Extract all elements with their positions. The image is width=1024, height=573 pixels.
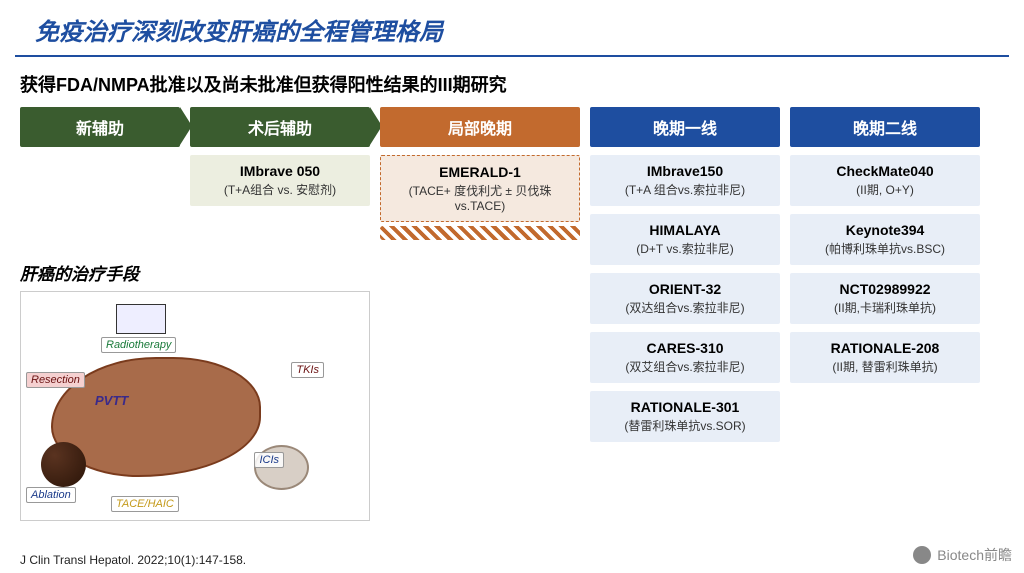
column: 晚期二线 CheckMate040 (II期, O+Y) Keynote394 (帕博利…: [790, 107, 980, 442]
study-name: NCT02989922: [796, 281, 974, 297]
treatment-section: 肝癌的治疗手段 Resection Radiotherapy TKIs PVTT…: [20, 260, 380, 521]
study-name: CheckMate040: [796, 163, 974, 179]
study-name: CARES-310: [596, 340, 774, 356]
study-desc: (II期, O+Y): [796, 181, 974, 198]
column-header: 局部晚期: [380, 107, 580, 147]
column-header: 晚期二线: [790, 107, 980, 147]
study-desc: (D+T vs.索拉非尼): [596, 240, 774, 257]
study-desc: (II期,卡瑞利珠单抗): [796, 299, 974, 316]
page-title: 免疫治疗深刻改变肝癌的全程管理格局: [35, 12, 989, 47]
watermark: Biotech前瞻: [913, 545, 1012, 565]
study-name: ORIENT-32: [596, 281, 774, 297]
tag-tace: TACE/HAIC: [111, 496, 179, 512]
study-name: IMbrave 050: [196, 163, 364, 179]
study-box: RATIONALE-208 (II期, 替雷利珠单抗): [790, 332, 980, 383]
study-box: HIMALAYA (D+T vs.索拉非尼): [590, 214, 780, 265]
study-box: CheckMate040 (II期, O+Y): [790, 155, 980, 206]
study-desc: (双达组合vs.索拉非尼): [596, 299, 774, 316]
column: 晚期一线 IMbrave150 (T+A 组合vs.索拉非尼) HIMALAYA (D+…: [590, 107, 780, 442]
tag-ablation: Ablation: [26, 487, 76, 503]
column-header: 晚期一线: [590, 107, 780, 147]
study-box: NCT02989922 (II期,卡瑞利珠单抗): [790, 273, 980, 324]
watermark-icon: [913, 546, 931, 564]
study-name: RATIONALE-301: [596, 399, 774, 415]
title-bar: 免疫治疗深刻改变肝癌的全程管理格局: [15, 0, 1009, 57]
radiotherapy-equipment: [116, 304, 166, 334]
study-name: HIMALAYA: [596, 222, 774, 238]
study-box: CARES-310 (双艾组合vs.索拉非尼): [590, 332, 780, 383]
citation: J Clin Transl Hepatol. 2022;10(1):147-15…: [20, 553, 246, 567]
study-desc: (II期, 替雷利珠单抗): [796, 358, 974, 375]
liver-diagram: Resection Radiotherapy TKIs PVTT ICIs Ab…: [20, 291, 370, 521]
study-box: RATIONALE-301 (替雷利珠单抗vs.SOR): [590, 391, 780, 442]
column: 局部晚期 EMERALD-1 (TACE+ 度伐利尤 ± 贝伐珠 vs.TACE): [380, 107, 580, 442]
study-desc: (双艾组合vs.索拉非尼): [596, 358, 774, 375]
study-desc: (T+A组合 vs. 安慰剂): [196, 181, 364, 198]
study-name: IMbrave150: [596, 163, 774, 179]
column-header: 新辅助: [20, 107, 180, 147]
study-box: ORIENT-32 (双达组合vs.索拉非尼): [590, 273, 780, 324]
study-desc: (帕博利珠单抗vs.BSC): [796, 240, 974, 257]
tag-resection: Resection: [26, 372, 85, 388]
tag-radiotherapy: Radiotherapy: [101, 337, 176, 353]
column-header: 术后辅助: [190, 107, 370, 147]
study-name: EMERALD-1: [387, 164, 573, 180]
decoration-bar: [380, 226, 580, 240]
tag-icis: ICIs: [254, 452, 284, 468]
treatment-title: 肝癌的治疗手段: [20, 260, 380, 285]
subtitle: 获得FDA/NMPA批准以及尚未批准但获得阳性结果的III期研究: [0, 57, 1024, 107]
study-box: IMbrave150 (T+A 组合vs.索拉非尼): [590, 155, 780, 206]
study-box: IMbrave 050 (T+A组合 vs. 安慰剂): [190, 155, 370, 206]
study-box: Keynote394 (帕博利珠单抗vs.BSC): [790, 214, 980, 265]
study-name: Keynote394: [796, 222, 974, 238]
watermark-text: Biotech前瞻: [937, 545, 1012, 565]
study-box: EMERALD-1 (TACE+ 度伐利尤 ± 贝伐珠 vs.TACE): [380, 155, 580, 222]
tag-tkis: TKIs: [291, 362, 324, 378]
study-desc: (替雷利珠单抗vs.SOR): [596, 417, 774, 434]
study-desc: (T+A 组合vs.索拉非尼): [596, 181, 774, 198]
tag-pvtt: PVTT: [91, 392, 132, 409]
study-name: RATIONALE-208: [796, 340, 974, 356]
study-desc: (TACE+ 度伐利尤 ± 贝伐珠 vs.TACE): [387, 182, 573, 213]
tumor-shape: [41, 442, 86, 487]
